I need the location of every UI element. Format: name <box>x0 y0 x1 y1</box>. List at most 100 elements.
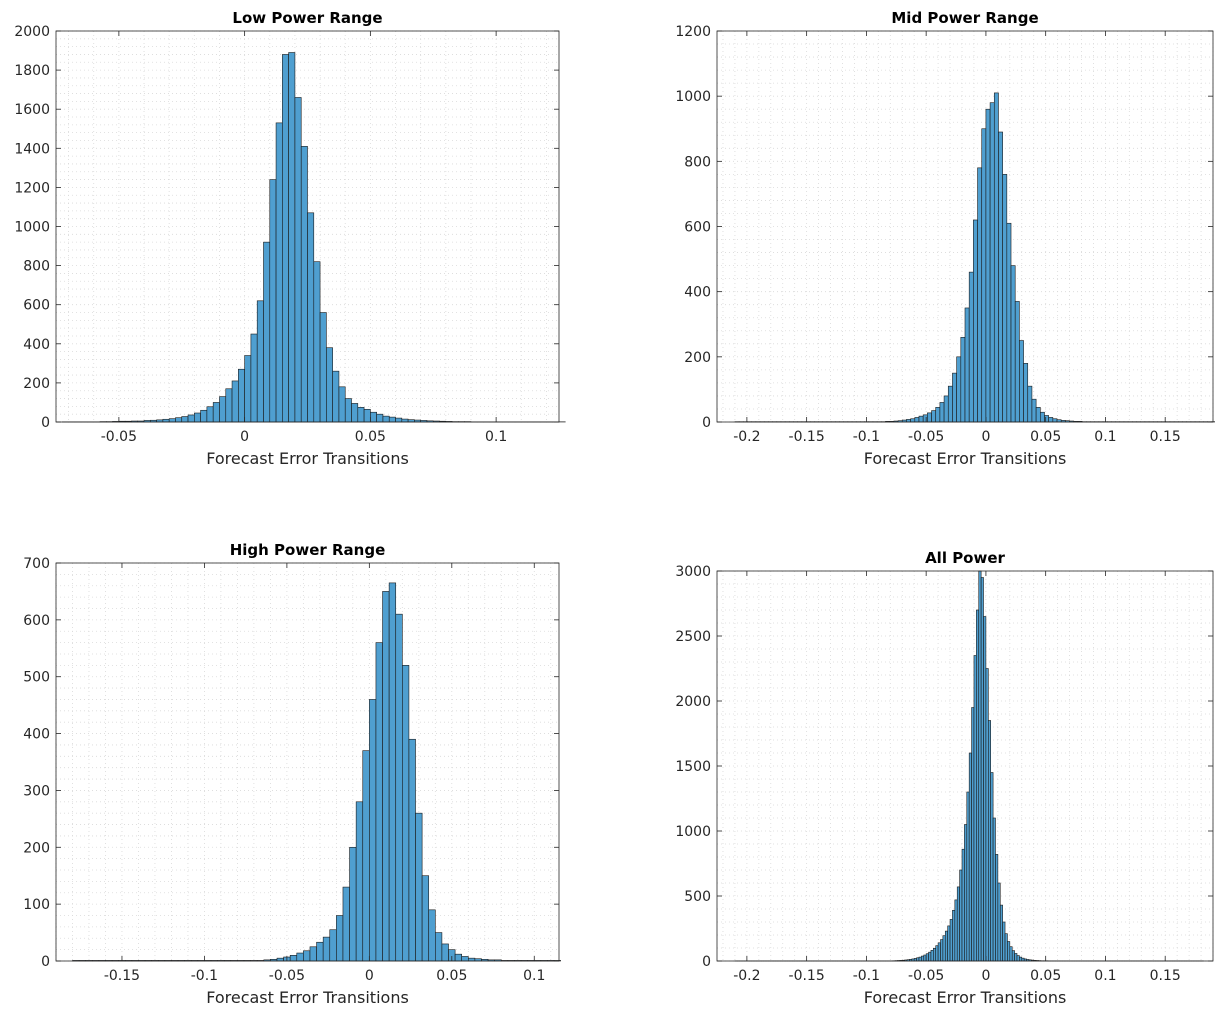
y-tick-label: 2000 <box>14 24 50 40</box>
histogram-bar <box>1014 301 1020 423</box>
panel-all-power: -0.2 -0.15 -0.1 -0.05 0 0.05 0.1 0.15 0 500 1000 15… <box>675 549 1214 1007</box>
histogram-bar <box>999 904 1003 962</box>
histogram-bar <box>428 909 436 962</box>
histogram-bar <box>956 356 962 423</box>
histogram-bar <box>322 936 331 962</box>
histogram-bar <box>194 412 201 423</box>
histogram-bar <box>461 956 469 962</box>
y-tick-label: 700 <box>23 556 50 572</box>
histogram-bar <box>435 932 443 962</box>
y-tick-label: 0 <box>41 954 50 970</box>
histogram-bar <box>282 54 289 423</box>
histogram-bar <box>935 945 939 962</box>
histogram-bar <box>269 179 277 423</box>
histogram-bar <box>956 886 960 962</box>
histogram-bar <box>921 955 925 962</box>
panel-high-power-range: -0.15 -0.1 -0.05 0 0.05 0.1 0 100 200 300 400 500 60… <box>23 541 561 1007</box>
histogram-bar <box>275 122 283 423</box>
histogram-bar <box>181 416 189 423</box>
y-tick-label: 1500 <box>675 759 711 775</box>
histogram-bar <box>977 167 983 423</box>
histogram-bar <box>960 336 966 423</box>
x-tick-label: -0.1 <box>853 429 880 445</box>
y-tick-label: 1200 <box>14 180 50 196</box>
histogram-bar <box>1019 956 1023 962</box>
histogram-bar <box>918 956 922 962</box>
histogram-bar <box>916 957 920 962</box>
histogram-bar <box>288 52 296 423</box>
histogram-bars <box>61 52 566 423</box>
histogram-bar <box>250 333 258 423</box>
y-tick-label: 400 <box>23 337 50 353</box>
x-tick-label: 0 <box>240 429 249 445</box>
histogram-bar <box>256 300 264 423</box>
histogram-bar <box>421 875 430 962</box>
histogram-bar <box>349 846 357 962</box>
histogram-bar <box>401 418 409 423</box>
histogram-bar <box>980 577 984 962</box>
histogram-bar <box>959 869 963 962</box>
histogram-bar <box>376 413 384 423</box>
histogram-bar <box>973 219 978 423</box>
x-tick-label: -0.05 <box>908 968 944 984</box>
x-tick-label: 0.05 <box>1030 429 1061 445</box>
histogram-bar <box>990 772 994 962</box>
histogram-bar <box>382 415 390 423</box>
x-axis-label: Forecast Error Transitions <box>206 988 409 1007</box>
y-tick-label: 200 <box>23 840 50 856</box>
histogram-bar <box>329 929 337 962</box>
histogram-bar <box>928 951 932 962</box>
y-tick-label: 200 <box>23 376 50 392</box>
y-tick-label: 1000 <box>675 89 711 105</box>
y-tick-label: 2500 <box>675 629 711 645</box>
histogram-bar <box>332 370 340 423</box>
histogram-bar <box>910 418 916 423</box>
histogram-bar <box>1016 955 1020 962</box>
histogram-bar <box>914 417 920 423</box>
histogram-bar <box>942 935 946 962</box>
histogram-bar <box>402 665 410 962</box>
histogram-bar <box>307 212 315 423</box>
y-tick-label: 600 <box>23 298 50 314</box>
x-tick-label: -0.05 <box>269 968 305 984</box>
histogram-bar <box>294 97 302 423</box>
x-tick-label: -0.15 <box>789 429 825 445</box>
x-tick-label: -0.2 <box>733 968 760 984</box>
histogram-bar <box>961 848 965 962</box>
histogram-bar <box>342 886 350 962</box>
y-tick-label: 100 <box>23 897 50 913</box>
panel-mid-power-range: -0.2 -0.15 -0.1 -0.05 0 0.05 0.1 0.15 0 200 400 600… <box>675 9 1215 468</box>
histogram-bar <box>922 414 928 423</box>
chart-title: Mid Power Range <box>891 9 1038 27</box>
histogram-bar <box>467 957 476 962</box>
y-tick-label: 500 <box>23 670 50 686</box>
histogram-bar <box>992 817 996 962</box>
x-tick-label: 0.1 <box>523 968 545 984</box>
histogram-bar <box>370 411 377 423</box>
y-tick-label: 1800 <box>14 63 50 79</box>
histogram-bar <box>388 416 396 423</box>
histogram-bar <box>296 952 304 962</box>
histogram-bar <box>947 385 953 423</box>
x-tick-label: -0.15 <box>104 968 140 984</box>
histogram-bar <box>238 368 245 423</box>
histogram-bar <box>357 407 365 423</box>
histogram-bar <box>981 128 987 423</box>
y-tick-label: 600 <box>23 613 50 629</box>
histogram-bar <box>300 146 308 423</box>
histogram-bar <box>1009 946 1013 962</box>
x-tick-label: -0.05 <box>101 429 137 445</box>
histogram-bars <box>734 92 1215 423</box>
histogram-bar <box>244 355 252 423</box>
histogram-bar <box>225 388 233 423</box>
histogram-bar <box>989 102 995 423</box>
histogram-bar <box>388 582 397 962</box>
histogram-bar <box>319 312 327 423</box>
x-tick-label: 0.05 <box>355 429 386 445</box>
y-tick-label: 1000 <box>675 824 711 840</box>
y-tick-label: 300 <box>23 783 50 799</box>
histogram-bar <box>276 957 284 962</box>
histogram-bar <box>206 406 214 423</box>
histogram-bar <box>983 616 987 962</box>
histogram-bar <box>939 402 945 423</box>
